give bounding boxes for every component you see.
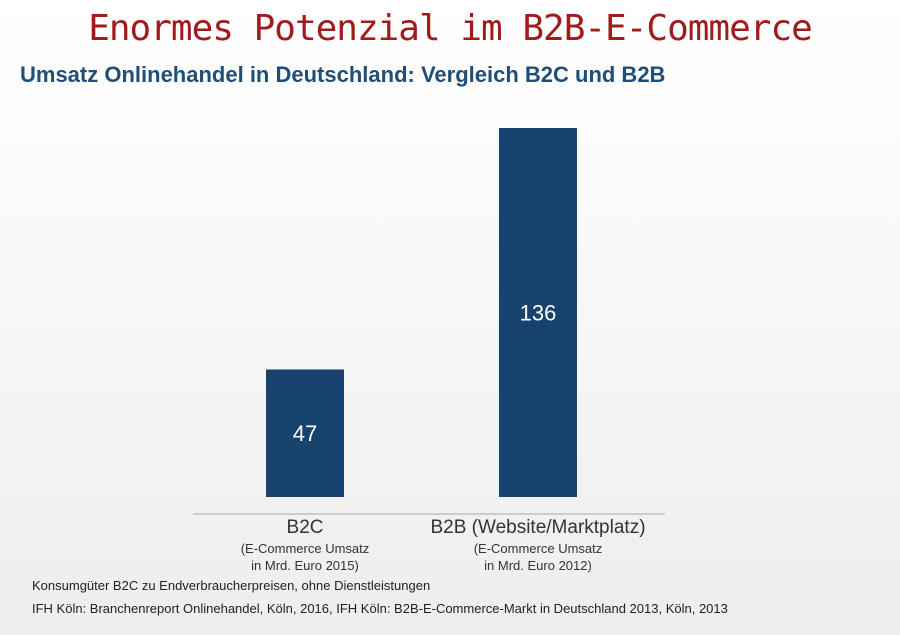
bar-1 — [266, 369, 344, 497]
slide-headline: Enormes Potenzial im B2B-E-Commerce — [88, 8, 813, 49]
x-tick-note-1-2: in Mrd. Euro 2015) — [251, 558, 359, 573]
x-tick-label-2: B2B (Website/Marktplatz) — [430, 517, 645, 538]
bar-2 — [499, 128, 577, 497]
data-label-1: 47 — [293, 421, 317, 446]
footnote-source: IFH Köln: Branchenreport Onlinehandel, K… — [32, 601, 728, 616]
footnote-scope: Konsumgüter B2C zu Endverbraucherpreisen… — [32, 578, 431, 593]
chart-title: Umsatz Onlinehandel in Deutschland: Verg… — [20, 62, 666, 87]
data-label-2: 136 — [520, 301, 557, 326]
x-tick-note-1-1: (E-Commerce Umsatz — [241, 541, 370, 556]
x-tick-note-2-2: in Mrd. Euro 2012) — [484, 558, 592, 573]
x-tick-note-2-1: (E-Commerce Umsatz — [474, 541, 603, 556]
x-tick-label-1: B2C — [287, 517, 324, 538]
